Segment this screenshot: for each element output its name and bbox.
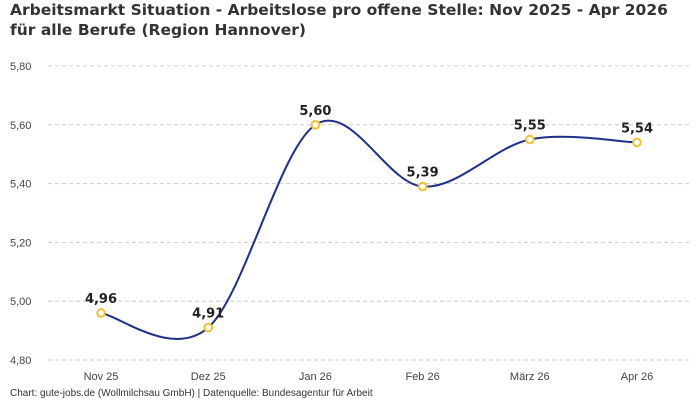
y-tick-label: 5,40 [10, 179, 31, 191]
x-tick-label: Nov 25 [84, 371, 119, 383]
y-tick-label: 5,60 [10, 120, 31, 132]
chart-title: Arbeitsmarkt Situation - Arbeitslose pro… [10, 1, 668, 39]
data-point [203, 322, 213, 333]
x-tick-label: Apr 26 [621, 371, 653, 383]
data-label: 4,96 [85, 292, 117, 307]
y-axis-ticks: 4,80 5,00 5,20 5,40 5,60 5,80 [10, 61, 31, 367]
data-label: 5,54 [621, 121, 653, 136]
data-markers [96, 120, 642, 333]
y-tick-label: 5,00 [10, 296, 31, 308]
source-footer: Chart: gute-jobs.de (Wollmilchsau GmbH) … [10, 388, 373, 399]
data-point [417, 181, 428, 192]
data-point [96, 308, 106, 318]
x-axis-ticks: Nov 25 Dez 25 Jan 26 Feb 26 März 26 Apr 26 [84, 371, 654, 383]
grid-lines [48, 65, 692, 361]
x-tick-label: Feb 26 [405, 371, 439, 383]
data-label: 5,60 [299, 104, 331, 119]
y-tick-label: 5,20 [10, 237, 31, 249]
y-tick-label: 5,80 [10, 61, 31, 73]
x-tick-label: März 26 [510, 371, 550, 383]
data-point [525, 134, 535, 145]
x-tick-label: Dez 25 [191, 371, 226, 383]
x-tick-label: Jan 26 [299, 371, 332, 383]
data-label: 5,55 [514, 119, 546, 134]
y-tick-label: 4,80 [10, 355, 31, 367]
data-label: 4,91 [192, 307, 224, 322]
series-line [100, 119, 638, 340]
data-labels: 4,96 4,91 5,60 5,39 5,55 5,54 [85, 104, 653, 322]
data-point [310, 120, 321, 130]
data-point [632, 137, 642, 148]
data-label: 5,39 [407, 166, 439, 181]
